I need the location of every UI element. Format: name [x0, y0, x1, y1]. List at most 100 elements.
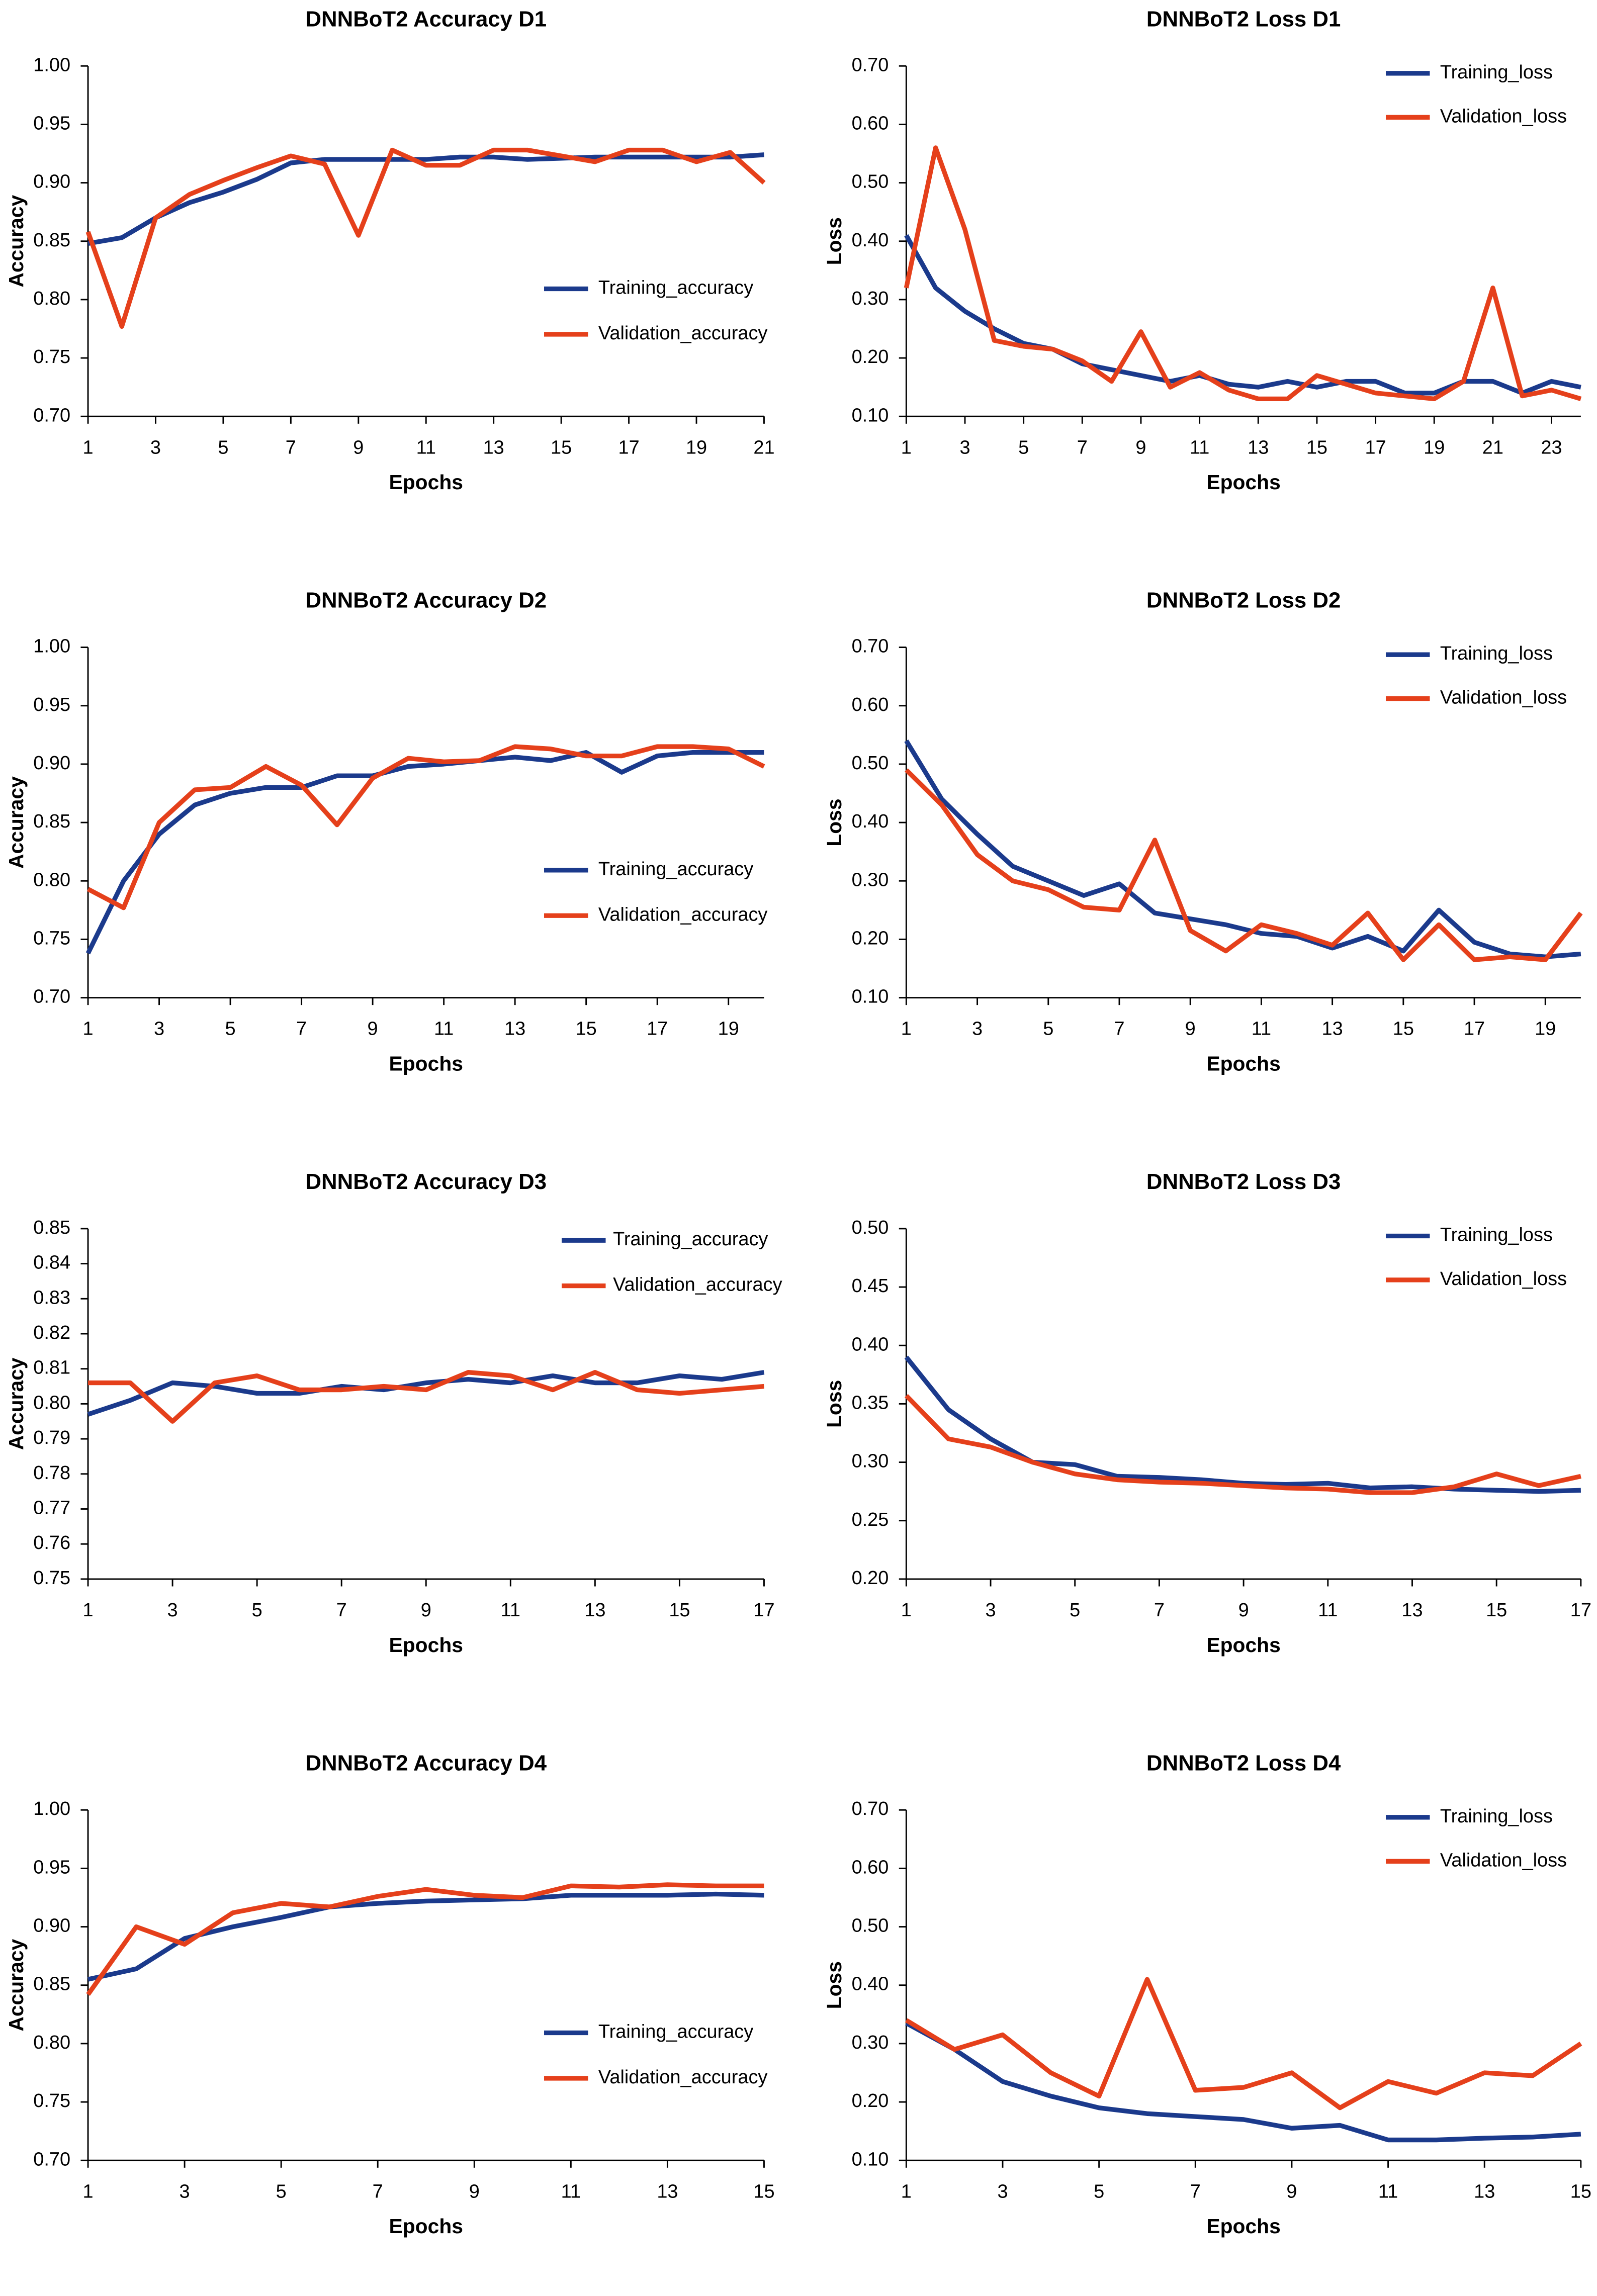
- y-tick-label: 0.95: [33, 694, 70, 715]
- legend-label: Validation_loss: [1440, 687, 1567, 708]
- y-tick-label: 0.77: [33, 1498, 70, 1519]
- series-line: [905, 768, 1583, 962]
- y-tick-label: 0.81: [33, 1357, 70, 1379]
- x-tick-label: 13: [584, 1600, 605, 1621]
- x-tick-label: 23: [1541, 437, 1562, 458]
- y-axis-title: Accuracy: [5, 1939, 28, 2032]
- x-tick-label: 3: [150, 437, 161, 458]
- x-tick-label: 15: [551, 437, 572, 458]
- y-axis-title: Loss: [823, 1961, 846, 2009]
- y-tick-label: 0.60: [852, 1857, 889, 1878]
- y-tick-label: 0.70: [852, 636, 889, 657]
- x-tick-label: 13: [483, 437, 504, 458]
- x-tick-label: 11: [434, 1019, 454, 1040]
- series-line: [85, 147, 766, 329]
- x-tick-label: 13: [504, 1019, 525, 1040]
- legend-label: Validation_accuracy: [598, 323, 767, 344]
- x-tick-label: 5: [1070, 1600, 1080, 1621]
- x-tick-label: 15: [576, 1019, 597, 1040]
- y-tick-label: 0.30: [852, 288, 889, 309]
- x-tick-label: 17: [753, 1600, 774, 1621]
- x-tick-label: 15: [1570, 2181, 1591, 2202]
- y-axis-title: Loss: [823, 1380, 846, 1428]
- legend-label: Validation_accuracy: [598, 904, 767, 925]
- x-tick-label: 11: [1190, 437, 1209, 458]
- x-tick-label: 13: [1322, 1019, 1343, 1040]
- legend-label: Validation_loss: [1440, 106, 1567, 127]
- series-line: [87, 152, 764, 246]
- x-tick-label: 9: [1135, 437, 1146, 458]
- x-axis-title: Epochs: [389, 471, 463, 494]
- x-tick-label: 3: [959, 437, 970, 458]
- y-tick-label: 0.95: [33, 1857, 70, 1878]
- chart-title: DNNBoT2 Accuracy D2: [305, 588, 547, 613]
- x-tick-label: 7: [1154, 1600, 1165, 1621]
- y-tick-label: 0.80: [33, 288, 70, 309]
- series-line: [88, 1370, 764, 1424]
- y-tick-label: 0.30: [852, 869, 889, 890]
- series-line: [86, 1882, 764, 1996]
- y-tick-label: 0.83: [33, 1287, 70, 1308]
- chart-title: DNNBoT2 Loss D2: [1146, 588, 1341, 613]
- x-tick-label: 5: [1043, 1019, 1053, 1040]
- y-tick-label: 0.76: [33, 1532, 70, 1553]
- y-tick-label: 0.70: [852, 54, 889, 75]
- x-tick-label: 9: [421, 1600, 431, 1621]
- y-axis-title: Accuracy: [5, 1357, 28, 1450]
- y-tick-label: 0.75: [33, 346, 70, 368]
- y-axis-title: Loss: [823, 798, 846, 846]
- chart-title: DNNBoT2 Loss D3: [1146, 1169, 1341, 1194]
- chart-title: DNNBoT2 Loss D4: [1146, 1751, 1341, 1775]
- x-tick-label: 7: [373, 2181, 383, 2202]
- x-tick-label: 5: [276, 2181, 287, 2202]
- x-tick-label: 9: [368, 1019, 378, 1040]
- x-tick-label: 9: [353, 437, 364, 458]
- x-tick-label: 1: [901, 437, 912, 458]
- x-tick-label: 1: [901, 1600, 912, 1621]
- series-line: [904, 145, 1582, 402]
- y-tick-label: 0.70: [852, 1798, 889, 1819]
- x-tick-label: 19: [1424, 437, 1445, 458]
- legend-label: Validation_loss: [1440, 1850, 1567, 1871]
- chart-title: DNNBoT2 Loss D1: [1146, 7, 1341, 31]
- y-tick-label: 0.70: [33, 986, 70, 1007]
- x-tick-label: 17: [618, 437, 639, 458]
- x-tick-label: 11: [1252, 1019, 1271, 1040]
- x-axis-title: Epochs: [1206, 1052, 1280, 1075]
- x-tick-label: 5: [218, 437, 228, 458]
- x-tick-label: 1: [82, 437, 93, 458]
- series-line: [87, 1370, 765, 1417]
- y-axis-title: Loss: [823, 217, 846, 265]
- x-tick-label: 7: [1077, 437, 1088, 458]
- chart-title: DNNBoT2 Accuracy D3: [305, 1169, 547, 1194]
- x-tick-label: 11: [1378, 2181, 1398, 2202]
- y-tick-label: 0.95: [33, 113, 70, 134]
- y-tick-label: 0.78: [33, 1462, 70, 1484]
- legend-label: Training_loss: [1440, 643, 1553, 664]
- y-tick-label: 0.50: [852, 1217, 889, 1238]
- y-tick-label: 0.85: [33, 230, 70, 251]
- x-tick-label: 17: [1570, 1600, 1591, 1621]
- x-tick-label: 1: [82, 1019, 93, 1040]
- y-tick-label: 0.20: [852, 928, 889, 949]
- y-tick-label: 0.80: [33, 869, 70, 890]
- x-tick-label: 1: [901, 2181, 912, 2202]
- y-tick-label: 0.50: [852, 171, 889, 193]
- y-tick-label: 0.45: [852, 1275, 889, 1297]
- x-tick-label: 21: [753, 437, 774, 458]
- series-line: [905, 1977, 1582, 2110]
- y-tick-label: 0.80: [33, 1392, 70, 1413]
- series-line: [87, 1891, 764, 1982]
- series-line: [85, 750, 764, 955]
- x-tick-label: 17: [1464, 1019, 1485, 1040]
- x-tick-label: 7: [1190, 2181, 1201, 2202]
- legend-label: Training_accuracy: [613, 1229, 768, 1250]
- y-tick-label: 0.10: [852, 986, 889, 1007]
- y-tick-label: 0.75: [33, 1568, 70, 1589]
- series-line: [904, 234, 1581, 396]
- y-tick-label: 0.70: [33, 2149, 70, 2170]
- x-axis-title: Epochs: [389, 2215, 463, 2238]
- legend-label: Training_loss: [1440, 62, 1553, 83]
- x-tick-label: 11: [501, 1600, 520, 1621]
